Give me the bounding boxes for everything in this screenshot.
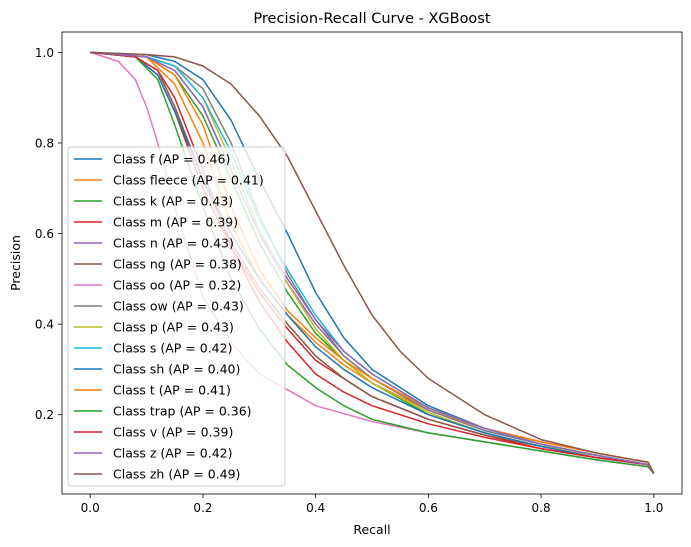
plot-area-frame xyxy=(61,31,683,495)
y-tick-label: 0.8 xyxy=(35,136,54,150)
chart-title: Precision-Recall Curve - XGBoost xyxy=(253,11,490,27)
series-line-14 xyxy=(90,51,655,474)
legend-label-9: Class s (AP = 0.42) xyxy=(113,341,232,356)
legend-label-3: Class m (AP = 0.39) xyxy=(113,215,238,230)
y-tick-label: 1.0 xyxy=(35,46,54,60)
x-tick-label: 0.0 xyxy=(81,501,100,515)
legend-label-5: Class ng (AP = 0.38) xyxy=(113,257,242,272)
axis-ticks: 0.0 0.2 0.4 0.6 0.8 1.0 0.2 0.4 0.6 0.8 1.0 xyxy=(35,46,663,515)
legend-label-8: Class p (AP = 0.43) xyxy=(113,320,234,335)
legend-label-1: Class fleece (AP = 0.41) xyxy=(113,173,264,188)
legend-label-10: Class sh (AP = 0.40) xyxy=(113,362,240,377)
series-line-12 xyxy=(90,51,655,475)
legend-label-6: Class oo (AP = 0.32) xyxy=(113,278,241,293)
x-tick-label: 0.8 xyxy=(532,501,551,515)
x-tick-label: 1.0 xyxy=(644,501,663,515)
series-line-10 xyxy=(90,51,655,474)
legend-label-0: Class f (AP = 0.46) xyxy=(113,152,230,167)
series-line-15 xyxy=(90,51,655,474)
y-tick-label: 0.4 xyxy=(35,318,54,332)
series-lines xyxy=(89,51,655,475)
y-tick-label: 0.2 xyxy=(35,408,54,422)
legend-label-4: Class n (AP = 0.43) xyxy=(113,236,234,251)
x-tick-label: 0.2 xyxy=(193,501,212,515)
legend-frame xyxy=(67,146,286,487)
legend-label-12: Class trap (AP = 0.36) xyxy=(113,404,252,419)
legend-label-14: Class z (AP = 0.42) xyxy=(113,446,233,461)
series-line-11 xyxy=(90,51,655,474)
legend-label-2: Class k (AP = 0.43) xyxy=(113,194,233,209)
legend-label-15: Class zh (AP = 0.49) xyxy=(113,467,240,482)
y-axis-label: Precision xyxy=(8,235,23,291)
x-tick-label: 0.6 xyxy=(419,501,438,515)
legend-label-11: Class t (AP = 0.41) xyxy=(113,383,231,398)
legend-label-13: Class v (AP = 0.39) xyxy=(113,425,233,440)
legend-label-7: Class ow (AP = 0.43) xyxy=(113,299,244,314)
series-line-13 xyxy=(90,51,655,474)
x-axis-label: Recall xyxy=(353,522,390,537)
legend: Class f (AP = 0.46) Class fleece (AP = 0.… xyxy=(67,146,286,487)
x-tick-label: 0.4 xyxy=(306,501,325,515)
y-tick-label: 0.6 xyxy=(35,227,54,241)
